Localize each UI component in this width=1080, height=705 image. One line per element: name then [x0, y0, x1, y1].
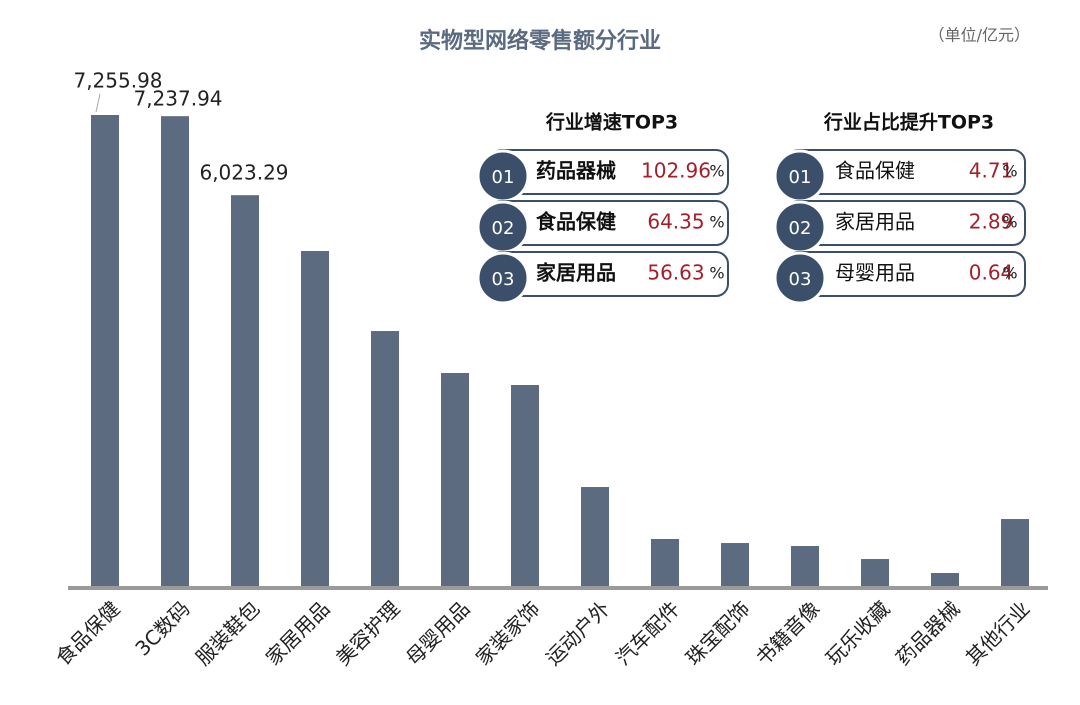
item-unit: % — [1002, 213, 1017, 232]
item-unit: % — [1002, 264, 1017, 283]
bar — [371, 331, 399, 587]
unit-label: （单位/亿元） — [929, 26, 1030, 45]
item-name: 食品保健 — [835, 159, 915, 183]
item-unit: % — [1002, 162, 1017, 181]
x-tick-label: 母婴用品 — [401, 596, 475, 670]
item-unit: % — [709, 213, 724, 232]
rank-label: 01 — [789, 167, 812, 188]
x-tick-label: 珠宝配饰 — [681, 596, 755, 670]
item-name: 母婴用品 — [835, 261, 915, 285]
x-tick-label: 运动户外 — [541, 596, 615, 670]
item-name: 家居用品 — [835, 210, 915, 234]
x-tick-label: 其他行业 — [961, 596, 1035, 670]
rank-badge — [773, 251, 827, 305]
item-unit: % — [709, 162, 724, 181]
bar — [791, 546, 819, 587]
rank-badge — [476, 251, 530, 305]
bar — [651, 538, 679, 587]
x-tick-label: 美容护理 — [331, 596, 405, 670]
rank-label: 02 — [789, 218, 812, 239]
item-name: 家居用品 — [536, 261, 616, 285]
item-name: 食品保健 — [536, 210, 616, 234]
bar — [161, 116, 189, 588]
rank-label: 03 — [789, 269, 812, 290]
x-tick-label: 玩乐收藏 — [821, 596, 895, 670]
value-label: 6,023.29 — [199, 161, 288, 185]
rank-label: 01 — [492, 167, 515, 188]
panel-title: 行业增速TOP3 — [545, 111, 678, 134]
bar — [511, 385, 539, 587]
bar — [91, 115, 119, 587]
x-tick-label: 食品保健 — [51, 596, 125, 670]
bar — [581, 487, 609, 587]
item-value: 102.96 — [641, 159, 711, 183]
panel-title: 行业占比提升TOP3 — [823, 111, 994, 134]
bar — [441, 372, 469, 587]
rank-label: 03 — [492, 269, 515, 290]
x-tick-label: 家装家饰 — [471, 596, 545, 670]
bar — [721, 543, 749, 587]
bar — [1001, 519, 1029, 587]
bar — [231, 195, 259, 588]
bar — [861, 559, 889, 587]
chart-title: 实物型网络零售额分行业 — [419, 28, 661, 54]
value-label: 7,255.98 — [73, 69, 162, 93]
item-unit: % — [709, 264, 724, 283]
x-tick-label: 服装鞋包 — [191, 596, 265, 670]
item-value: 56.63 — [647, 261, 704, 285]
rank-label: 02 — [492, 218, 515, 239]
value-label: 7,237.94 — [133, 87, 222, 111]
x-tick-label: 3C数码 — [130, 596, 194, 660]
x-tick-label: 书籍音像 — [751, 596, 825, 670]
x-tick-label: 药品器械 — [891, 596, 965, 670]
leader-line — [95, 93, 101, 113]
x-tick-label: 汽车配件 — [611, 596, 685, 670]
item-value: 2.89 — [969, 210, 1014, 234]
item-value: 4.71 — [969, 159, 1014, 183]
bar — [301, 251, 329, 587]
item-value: 64.35 — [647, 210, 704, 234]
bar — [931, 573, 959, 587]
item-name: 药品器械 — [536, 159, 616, 183]
item-value: 0.64 — [969, 261, 1014, 285]
x-tick-label: 家居用品 — [261, 596, 335, 670]
